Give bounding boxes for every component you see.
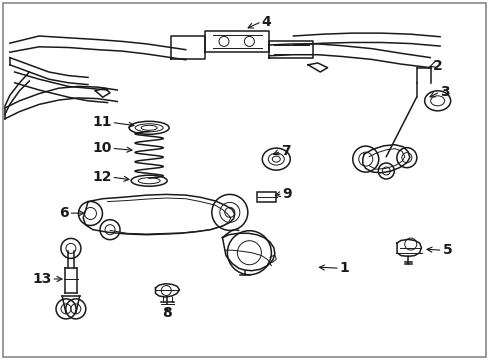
Text: 12: 12	[92, 170, 111, 184]
Text: 7: 7	[281, 144, 290, 158]
Text: 5: 5	[442, 243, 451, 257]
Text: 3: 3	[439, 85, 449, 99]
Text: 1: 1	[339, 261, 349, 275]
Text: 4: 4	[261, 15, 271, 28]
Text: 13: 13	[32, 272, 51, 286]
Text: 2: 2	[432, 59, 442, 72]
Text: 11: 11	[92, 116, 111, 129]
Text: 6: 6	[59, 206, 68, 220]
Text: 9: 9	[282, 187, 292, 201]
Text: 10: 10	[92, 141, 111, 155]
Bar	[256, 192, 276, 202]
Text: 8: 8	[162, 306, 172, 320]
